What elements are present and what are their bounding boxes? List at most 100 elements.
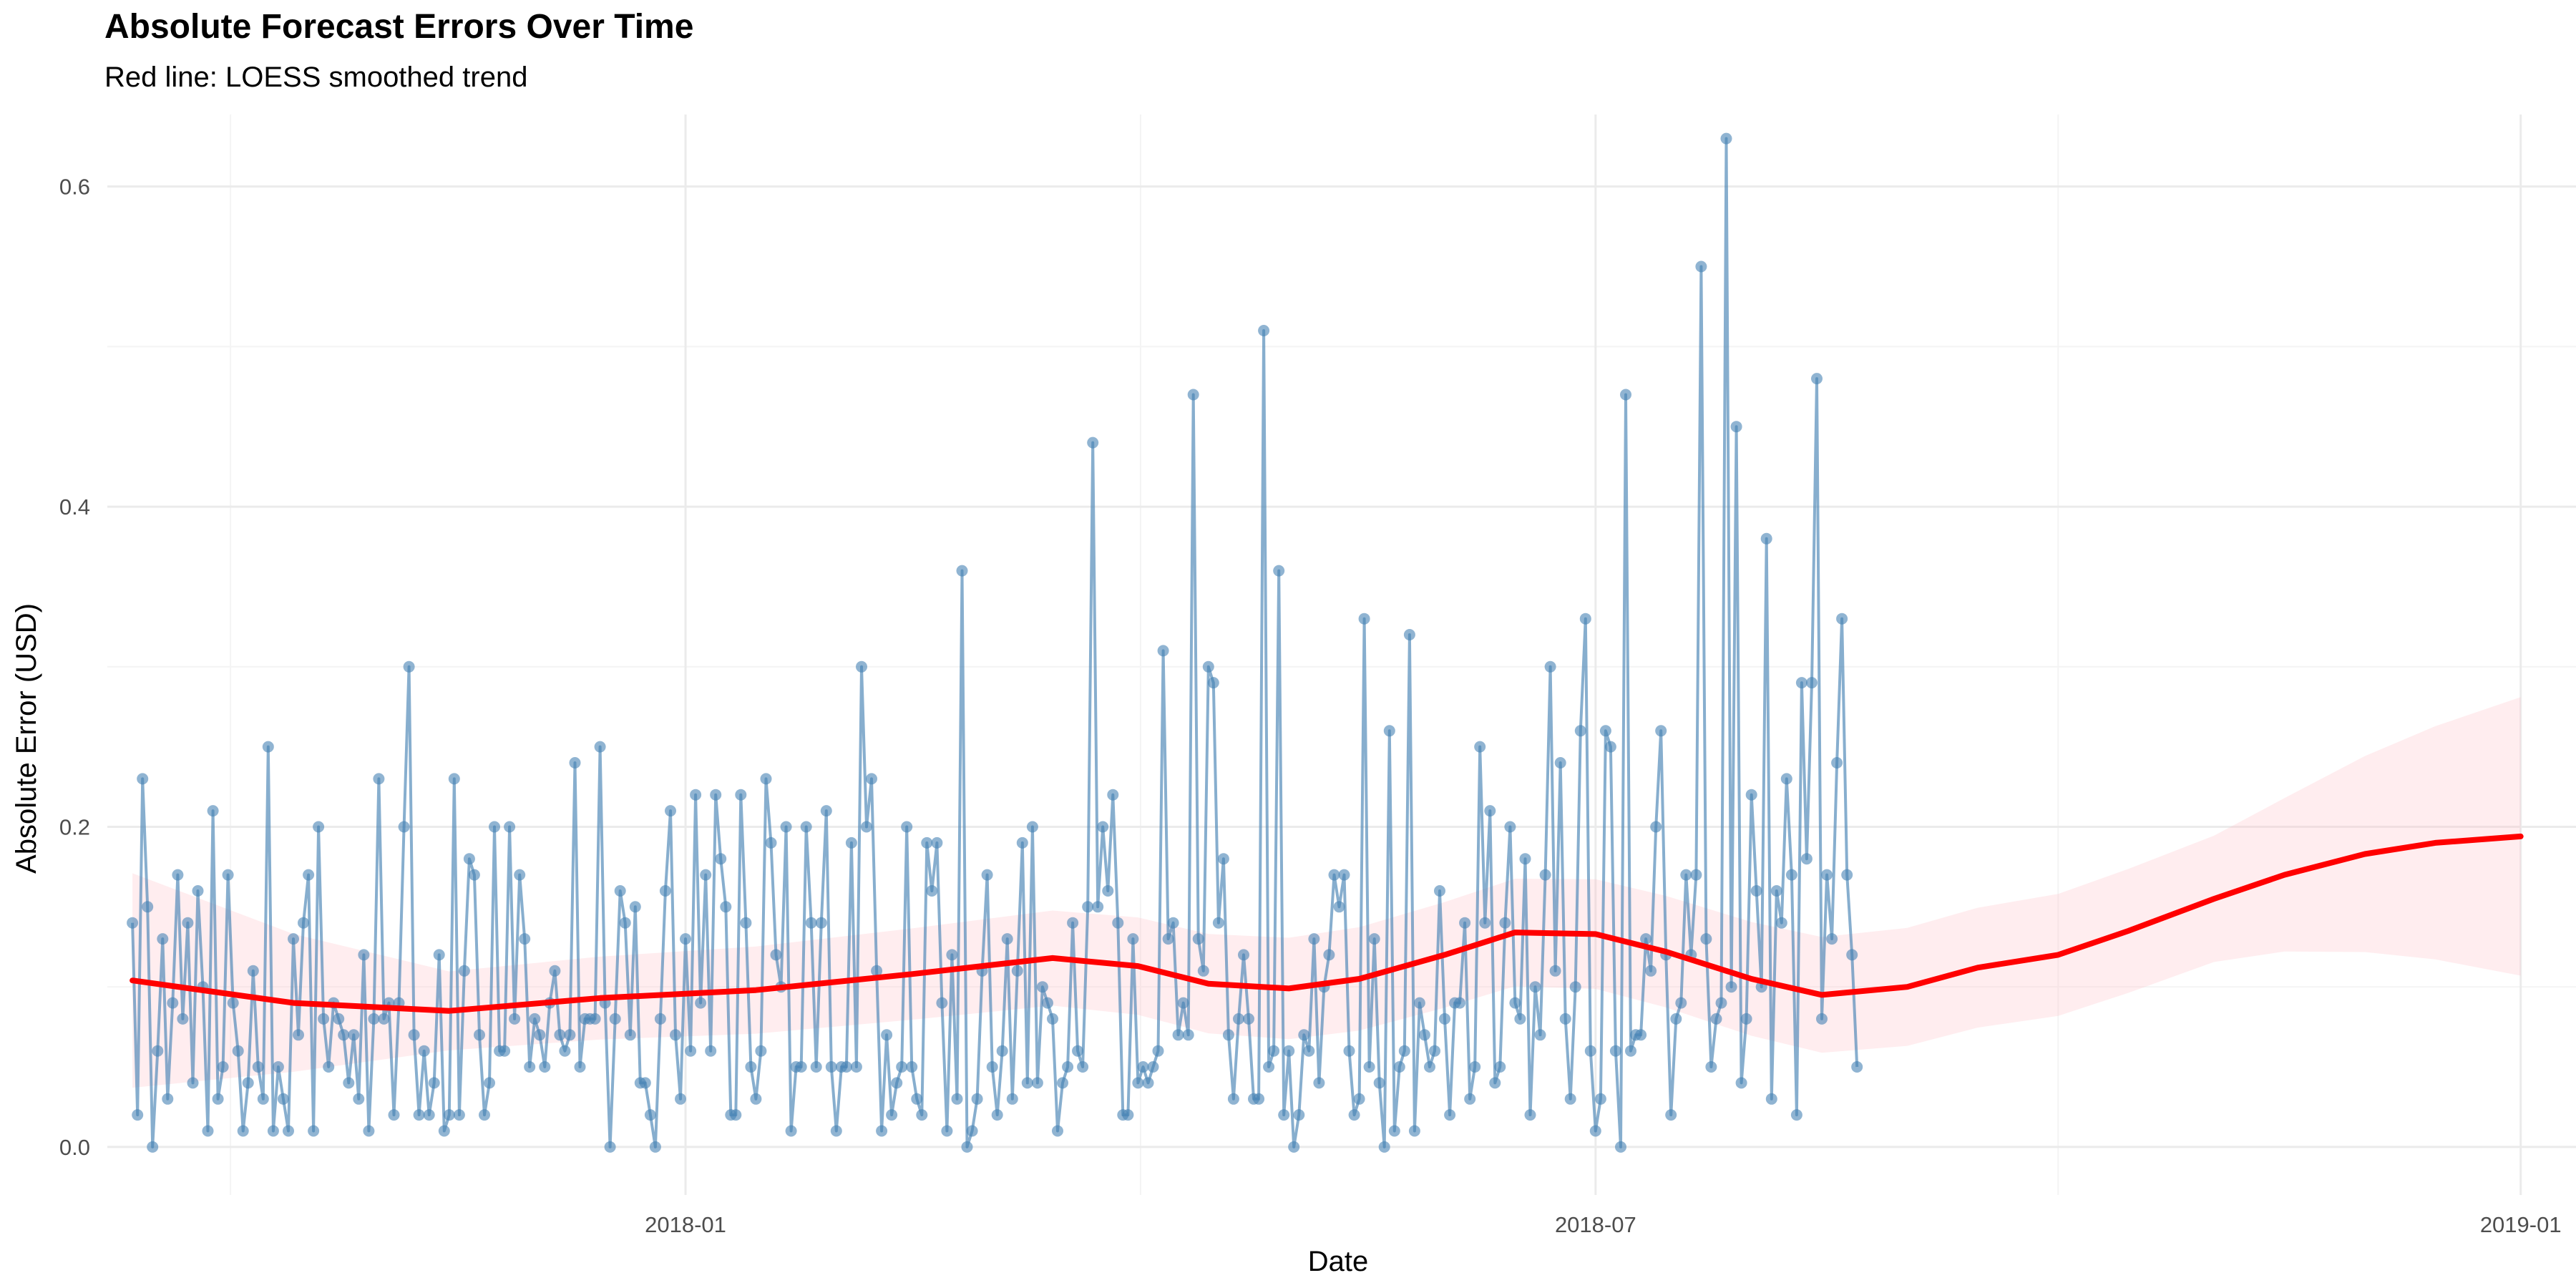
error-point: [991, 1109, 1003, 1121]
error-point: [177, 1013, 189, 1025]
error-point: [262, 741, 274, 753]
error-point: [1604, 741, 1616, 753]
error-point: [489, 821, 500, 833]
error-point: [715, 853, 727, 865]
error-point: [1187, 389, 1199, 401]
error-point: [554, 1029, 566, 1041]
error-point: [780, 821, 792, 833]
error-point: [1821, 869, 1833, 881]
error-point: [690, 789, 702, 801]
error-point: [1459, 917, 1471, 929]
error-point: [1534, 1029, 1546, 1041]
error-point: [192, 885, 204, 897]
error-point: [1006, 1093, 1018, 1105]
error-point: [996, 1045, 1008, 1057]
error-point: [1036, 981, 1048, 993]
error-point: [1212, 917, 1224, 929]
error-point: [398, 821, 410, 833]
error-point: [413, 1109, 425, 1121]
error-point: [1288, 1141, 1300, 1153]
error-point: [242, 1077, 254, 1089]
error-point: [1418, 1029, 1430, 1041]
error-point: [157, 933, 169, 945]
error-point: [1670, 1013, 1682, 1025]
error-point: [1720, 132, 1732, 145]
error-point: [1323, 949, 1335, 961]
y-tick-label: 0.6: [59, 175, 90, 200]
x-tick-label: 2019-01: [2480, 1212, 2562, 1237]
error-point: [484, 1077, 495, 1089]
error-point: [1705, 1061, 1717, 1073]
error-point: [614, 885, 626, 897]
error-point: [1509, 997, 1521, 1009]
error-point: [896, 1061, 908, 1073]
error-point: [1031, 1077, 1043, 1089]
y-tick-label: 0.2: [59, 814, 90, 839]
error-point: [539, 1061, 551, 1073]
y-axis-title: Absolute Error (USD): [11, 603, 42, 874]
error-point: [267, 1125, 279, 1137]
error-point: [820, 805, 832, 817]
error-point: [700, 869, 712, 881]
error-point: [800, 821, 812, 833]
error-point: [1544, 660, 1556, 673]
error-point: [795, 1061, 807, 1073]
error-point: [1444, 1109, 1456, 1121]
x-tick-label: 2018-01: [645, 1212, 726, 1237]
error-point: [1806, 677, 1818, 689]
error-point: [981, 869, 993, 881]
error-point: [1479, 917, 1491, 929]
error-point: [1715, 997, 1727, 1009]
error-point: [463, 853, 475, 865]
error-point: [901, 821, 913, 833]
tick-label-layer: 0.0 0.2 0.4 0.6 2018-01 2018-07 2019-01: [59, 175, 2562, 1237]
error-point: [142, 901, 154, 913]
error-point: [247, 965, 259, 977]
chart-subtitle: Red line: LOESS smoothed trend: [104, 62, 528, 93]
error-point: [343, 1077, 355, 1089]
error-point: [1363, 1061, 1375, 1073]
error-point: [519, 933, 531, 945]
error-point: [373, 773, 385, 785]
error-point: [941, 1125, 953, 1137]
error-point: [1157, 645, 1169, 657]
error-point: [212, 1093, 224, 1105]
error-point: [403, 660, 415, 673]
error-point: [1524, 1109, 1536, 1121]
error-point: [866, 773, 877, 785]
error-point: [272, 1061, 284, 1073]
error-point: [670, 1029, 681, 1041]
error-point: [1313, 1077, 1325, 1089]
error-point: [1424, 1061, 1435, 1073]
error-point: [1177, 997, 1189, 1009]
error-point: [906, 1061, 918, 1073]
error-point: [891, 1077, 903, 1089]
error-point: [1499, 917, 1511, 929]
error-point: [1760, 532, 1772, 545]
error-point: [1042, 997, 1053, 1009]
error-point: [1207, 677, 1219, 689]
error-point: [323, 1061, 335, 1073]
error-point: [1026, 821, 1038, 833]
loess-trend-line: [130, 833, 2524, 1014]
error-point: [1615, 1141, 1626, 1153]
error-point: [222, 869, 234, 881]
error-point: [1328, 869, 1340, 881]
error-point: [252, 1061, 264, 1073]
loess-trend-layer: [130, 833, 2524, 1014]
error-point: [1429, 1045, 1440, 1057]
error-point: [745, 1061, 757, 1073]
error-point: [293, 1029, 304, 1041]
error-point: [1388, 1125, 1400, 1137]
error-point: [433, 949, 445, 961]
error-point: [1016, 836, 1028, 849]
error-point: [509, 1013, 521, 1025]
x-tick-label: 2018-07: [1555, 1212, 1636, 1237]
error-point: [338, 1029, 350, 1041]
error-point: [257, 1093, 269, 1105]
error-point: [1469, 1061, 1481, 1073]
error-point: [1107, 789, 1119, 801]
error-point: [1011, 965, 1023, 977]
error-point: [1650, 821, 1662, 833]
error-point: [574, 1061, 586, 1073]
